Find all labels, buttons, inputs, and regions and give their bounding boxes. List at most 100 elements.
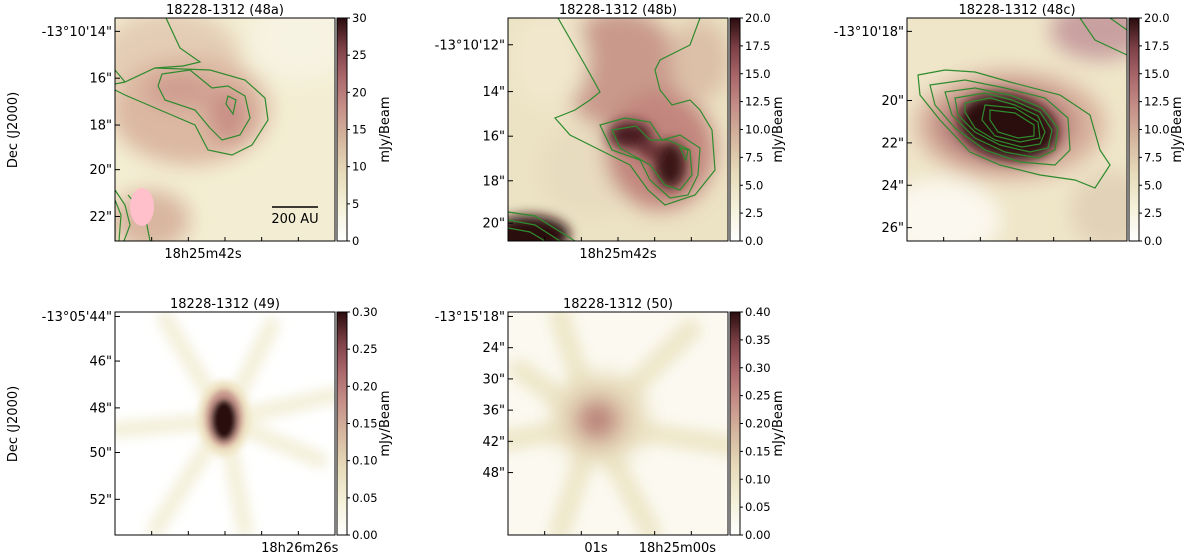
colorbar-49: 0.00 0.05 0.10 0.15 0.20 0.25 0.30 mJy/Beam: [336, 305, 393, 542]
contours-48c: [917, 18, 1127, 189]
colorbar-gradient: [1128, 17, 1140, 242]
colorbar-48a: 0 5 10 15 20 25 30 mJy/Beam: [336, 11, 393, 248]
panel-48c: 18228-1312 (48c) -13°10'18"20"22"24"26" …: [834, 3, 1185, 248]
colorbar-tick-label: 25: [352, 48, 367, 62]
colorbar-tick-label: 0.20: [745, 417, 771, 431]
colorbar-tick-label: 5.0: [745, 178, 763, 192]
scale-bar-label: 200 AU: [271, 212, 318, 227]
colorbar-tick-label: 5.0: [1144, 178, 1162, 192]
y-axis-label: Dec (J2000): [6, 92, 21, 168]
x-tick-label: 18h26m26s: [261, 541, 339, 556]
colorbar-tick-label: 0.15: [352, 417, 378, 431]
colorbar-tick-label: 5: [352, 197, 359, 211]
y-tick-label: 16": [482, 130, 505, 145]
colorbar-tick-label: 10.0: [1144, 123, 1170, 137]
colorbar-tick-label: 0.40: [745, 305, 771, 319]
y-ticks-48b: -13°10'12" 14" 16" 18" 20": [435, 38, 513, 232]
colorbar-gradient: [336, 311, 348, 536]
colorbar-tick-label: 0: [352, 234, 359, 248]
colorbar-tick-label: 15.0: [745, 67, 771, 81]
heatmap-48b: [508, 18, 728, 241]
colorbar-tick-label: 15.0: [1144, 67, 1170, 81]
colorbar-tick-label: 30: [352, 11, 367, 25]
x-tick-label: 18h25m00s: [639, 541, 717, 556]
y-tick-label: 46": [89, 355, 112, 370]
colorbar-label: mJy/Beam: [1170, 96, 1185, 162]
y-tick-label: 48": [89, 401, 112, 416]
y-tick-label: 20": [89, 163, 112, 178]
colorbar-tick-label: 0.25: [352, 342, 378, 356]
colorbar-tick-label: 0.30: [745, 361, 771, 375]
colorbar-tick-label: 17.5: [745, 39, 771, 53]
colorbar-tick-label: 7.5: [745, 150, 763, 164]
y-tick-label: 20": [881, 94, 904, 109]
x-ticks-48a: 18h25m42s: [151, 237, 299, 262]
y-tick-label: 18": [482, 174, 505, 189]
colorbar-50: 0.00 0.05 0.10 0.15 0.20 0.25 0.30 0.35 0.40 mJy/…: [729, 305, 786, 542]
x-ticks-48b: 18h25m42s: [544, 237, 692, 262]
contours-48a: [115, 18, 269, 241]
y-tick-label: -13°10'12": [435, 38, 505, 53]
colorbar-tick-label: 10: [352, 160, 367, 174]
x-ticks-48c: [943, 237, 1091, 241]
y-tick-label: -13°10'18": [834, 25, 904, 40]
y-tick-label: -13°05'44": [42, 310, 112, 325]
y-axis-label: Dec (J2000): [6, 386, 21, 462]
colorbar-gradient: [336, 17, 348, 242]
colorbar-label: mJy/Beam: [771, 96, 786, 162]
panel-50: 18228-1312 (50) -13°15'18" 24" 30" 36" 42" 48…: [435, 297, 786, 556]
heatmap-49: [115, 312, 335, 535]
y-tick-label: 36": [482, 404, 505, 419]
colorbar-tick-label: 0.25: [745, 389, 771, 403]
colorbar-tick-label: 0.10: [745, 472, 771, 486]
panel-title: 18228-1312 (49): [170, 297, 280, 312]
y-tick-label: -13°15'18": [435, 310, 505, 325]
y-tick-label: 24": [482, 341, 505, 356]
y-tick-label: 50": [89, 446, 112, 461]
colorbar-tick-label: 20.0: [1144, 11, 1170, 25]
y-tick-label: 14": [482, 85, 505, 100]
y-tick-label: 30": [482, 372, 505, 387]
colorbar-tick-label: 17.5: [1144, 39, 1170, 53]
colorbar-tick-label: 0.0: [745, 234, 763, 248]
y-tick-label: 20": [482, 217, 505, 232]
colorbar-tick-label: 15: [352, 123, 367, 137]
colorbar-tick-label: 0.20: [352, 379, 378, 393]
colorbar-tick-label: 12.5: [1144, 95, 1170, 109]
colorbar-tick-label: 20.0: [745, 11, 771, 25]
scale-bar-48a: 200 AU: [271, 206, 319, 227]
panel-title: 18228-1312 (48a): [166, 3, 284, 18]
beam-ellipse-48a: [130, 188, 154, 226]
colorbar-tick-label: 12.5: [745, 95, 771, 109]
colorbar-tick-label: 0.0: [1144, 234, 1162, 248]
y-tick-label: 42": [482, 435, 505, 450]
x-tick-label: 01s: [584, 541, 608, 556]
colorbar-tick-label: 0.05: [352, 491, 378, 505]
contours-48b: [508, 18, 716, 241]
heatmap-50: [508, 312, 728, 535]
y-tick-label: 22": [89, 210, 112, 225]
colorbar-48b: 0.0 2.5 5.0 7.5 10.0 12.5 15.0 17.5 20.0 mJy/Beam: [729, 11, 786, 248]
y-tick-label: 24": [881, 179, 904, 194]
colorbar-tick-label: 0.00: [352, 528, 378, 542]
panel-48b: 18228-1312 (48b) -13°10'12"14"16"18"20" …: [435, 3, 786, 262]
colorbar-tick-label: 0.10: [352, 454, 378, 468]
colorbar-gradient: [729, 17, 741, 242]
colorbar-48c: 0.0 2.5 5.0 7.5 10.0 12.5 15.0 17.5 20.0 mJy/Beam: [1128, 11, 1185, 248]
x-tick-label: 18h25m42s: [579, 247, 657, 262]
y-tick-label: 26": [881, 221, 904, 236]
colorbar-tick-label: 0.15: [745, 444, 771, 458]
y-ticks-48a: -13°10'14" 16" 18" 20" 22": [42, 25, 120, 225]
x-ticks-50: 01s 18h25m00s: [544, 531, 717, 556]
panel-48a: 200 AU 18228-1312 (48a) -13°10'14" 16" 18"…: [6, 3, 393, 262]
colorbar-tick-label: 10.0: [745, 123, 771, 137]
colorbar-label: mJy/Beam: [771, 390, 786, 456]
colorbar-tick-label: 0.05: [745, 500, 771, 514]
colorbar-tick-label: 20: [352, 85, 367, 99]
x-tick-label: 18h25m42s: [164, 247, 242, 262]
panel-49: 18228-1312 (49) -13°05'44" 46" 48" 50" 52" 1…: [6, 297, 393, 556]
colorbar-label: mJy/Beam: [378, 96, 393, 162]
y-ticks-48c: -13°10'18" 20" 22" 24" 26": [834, 25, 912, 236]
panel-title: 18228-1312 (50): [563, 297, 673, 312]
